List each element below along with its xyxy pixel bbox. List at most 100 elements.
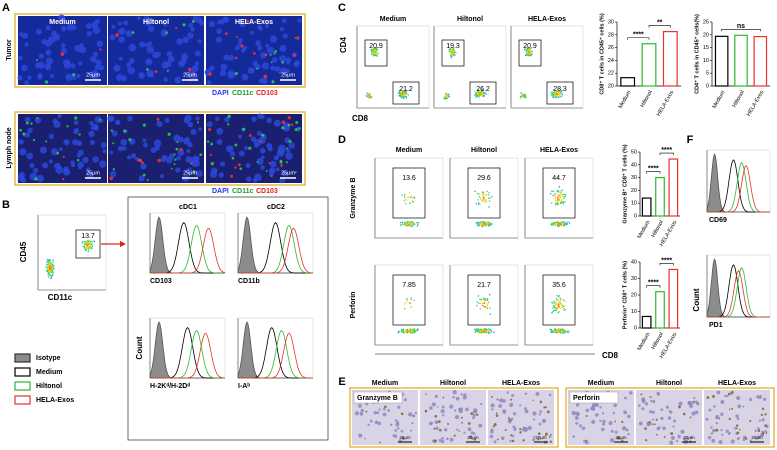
event: [556, 200, 558, 202]
event: [558, 301, 560, 303]
cell: [237, 163, 241, 167]
cell: [176, 155, 181, 161]
cell: [211, 167, 218, 174]
event: [561, 306, 563, 309]
event: [481, 304, 484, 307]
event: [524, 47, 527, 49]
event: [559, 298, 562, 301]
event: [558, 96, 560, 98]
bracket: [646, 171, 661, 174]
cell: [392, 434, 396, 438]
cell: [250, 136, 257, 142]
event: [84, 240, 86, 243]
event: [48, 262, 51, 265]
cell: [294, 37, 297, 39]
y-tick-label: 50: [631, 149, 637, 155]
plot-frame: [374, 157, 444, 239]
event: [524, 95, 526, 97]
histogram: [237, 216, 313, 274]
event: [556, 202, 559, 204]
event: [405, 89, 408, 92]
cell: [471, 416, 475, 420]
cell: [285, 152, 293, 160]
event: [560, 304, 563, 307]
event: [482, 330, 485, 332]
event: [483, 328, 486, 330]
event: [91, 243, 93, 245]
cell: [145, 21, 151, 27]
bar: [734, 34, 748, 87]
event: [563, 224, 566, 227]
x-tick-label: Medium: [637, 219, 652, 239]
cell: [190, 162, 193, 165]
event: [558, 186, 561, 188]
event: [480, 299, 483, 301]
cell: [678, 405, 681, 409]
event: [376, 52, 378, 54]
event: [483, 299, 485, 301]
event: [559, 196, 561, 199]
event: [416, 225, 419, 227]
cell: [506, 391, 510, 394]
cell: [447, 422, 450, 425]
cell: [264, 53, 268, 57]
event: [484, 201, 486, 204]
cell: [725, 429, 729, 433]
cell: [194, 61, 200, 66]
cell: [670, 435, 675, 440]
cell: [365, 410, 368, 413]
cell: [453, 409, 457, 412]
cell: [257, 45, 263, 51]
event: [482, 194, 485, 196]
event: [52, 259, 54, 261]
event: [417, 222, 420, 224]
cell: [395, 422, 400, 427]
event: [407, 222, 410, 224]
event: [486, 299, 488, 301]
event: [485, 199, 487, 201]
cell: [410, 429, 412, 432]
event: [398, 330, 400, 332]
cell: [294, 171, 297, 174]
cell: [512, 412, 517, 416]
event: [567, 331, 569, 334]
cell: [663, 436, 666, 438]
cell: [254, 63, 261, 70]
event: [407, 224, 409, 227]
cell: [216, 139, 223, 145]
cell: [696, 401, 700, 406]
cell: [82, 156, 89, 164]
cell: [718, 440, 723, 445]
cell: [17, 55, 23, 61]
cell: [394, 429, 398, 432]
event: [90, 241, 92, 244]
cell: [396, 427, 400, 430]
cell: [177, 149, 185, 157]
y-tick-label: 20: [631, 292, 637, 298]
event: [558, 89, 560, 92]
cell: [460, 407, 463, 411]
cell: [256, 157, 264, 165]
cell: [693, 396, 696, 400]
event: [520, 92, 522, 94]
cell: [524, 409, 529, 414]
cell: [136, 16, 141, 21]
cell: [173, 134, 181, 142]
cell: [599, 419, 602, 422]
event: [486, 306, 488, 309]
cell: [501, 437, 505, 440]
cell: [672, 425, 675, 428]
cell: [228, 54, 235, 61]
bracket: [659, 152, 674, 156]
event: [551, 301, 553, 304]
cell: [748, 397, 753, 402]
cell: [367, 423, 370, 427]
event: [474, 95, 476, 97]
cell: [226, 123, 230, 126]
cell: [712, 428, 716, 433]
cell: [286, 147, 289, 150]
cell: [413, 414, 416, 418]
cell: [163, 77, 168, 82]
event: [376, 51, 378, 53]
event: [49, 259, 51, 261]
